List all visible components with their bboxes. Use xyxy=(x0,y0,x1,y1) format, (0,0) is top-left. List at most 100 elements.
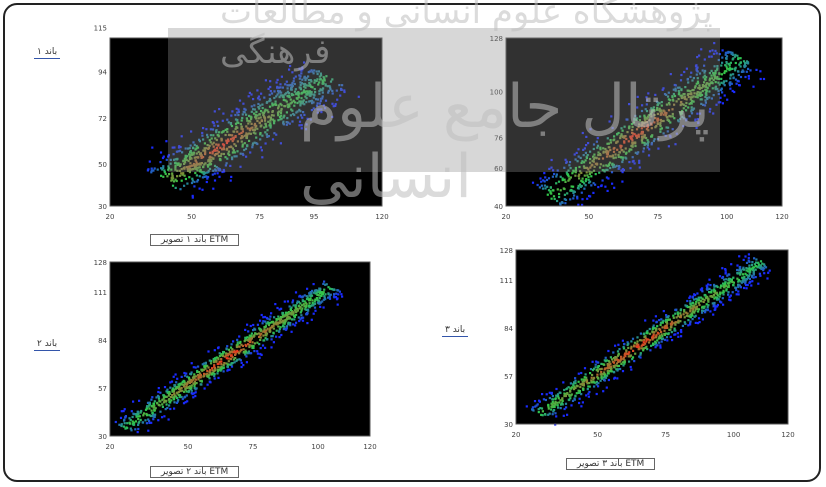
data-point xyxy=(550,391,553,394)
data-point xyxy=(114,420,117,424)
data-point xyxy=(132,400,135,403)
data-point xyxy=(259,138,262,141)
data-point xyxy=(270,92,274,95)
data-point xyxy=(632,142,635,145)
data-point xyxy=(646,139,649,142)
data-point xyxy=(302,82,305,86)
data-point xyxy=(581,387,585,390)
data-point xyxy=(240,127,243,130)
data-point xyxy=(701,84,704,87)
data-point xyxy=(260,149,263,152)
data-point xyxy=(671,321,674,324)
data-point xyxy=(580,184,583,188)
data-point xyxy=(321,292,324,296)
data-point xyxy=(146,405,149,408)
data-point xyxy=(729,51,732,54)
data-point xyxy=(174,186,177,189)
data-point xyxy=(742,277,745,280)
data-point xyxy=(203,175,206,178)
data-point xyxy=(624,135,627,138)
data-point xyxy=(173,146,176,149)
data-point xyxy=(654,315,657,318)
data-point xyxy=(720,77,723,80)
data-point xyxy=(215,356,218,359)
data-point xyxy=(304,79,307,82)
data-point xyxy=(304,76,307,79)
data-point xyxy=(319,88,322,91)
data-point xyxy=(229,138,233,141)
data-point xyxy=(634,352,637,355)
data-point xyxy=(131,415,134,419)
data-point xyxy=(694,85,697,88)
data-point xyxy=(725,288,728,291)
data-point xyxy=(600,376,603,379)
data-point xyxy=(249,339,252,342)
data-point xyxy=(167,418,170,421)
data-point xyxy=(264,337,267,340)
data-point xyxy=(643,136,646,139)
data-point xyxy=(269,122,272,125)
data-point xyxy=(687,81,690,84)
data-point xyxy=(212,357,215,361)
data-point xyxy=(658,334,661,337)
data-point xyxy=(617,343,620,346)
data-point xyxy=(206,383,209,386)
data-point xyxy=(225,354,228,357)
data-point xyxy=(237,113,240,117)
data-point xyxy=(702,85,705,88)
data-point xyxy=(577,380,580,383)
data-point xyxy=(243,148,246,152)
data-point xyxy=(215,131,218,134)
data-point xyxy=(734,69,737,72)
data-point xyxy=(589,180,592,183)
data-point xyxy=(724,272,727,275)
data-point xyxy=(274,303,277,306)
data-point xyxy=(190,389,193,392)
data-point xyxy=(260,332,263,335)
data-point xyxy=(675,100,678,103)
data-point xyxy=(235,345,238,349)
data-point xyxy=(258,335,261,338)
data-point xyxy=(180,168,183,171)
data-point xyxy=(197,376,200,379)
data-point xyxy=(195,174,198,177)
data-point xyxy=(547,404,550,407)
data-point xyxy=(708,278,711,281)
data-point xyxy=(209,128,212,131)
data-point xyxy=(550,166,553,169)
data-point xyxy=(227,150,230,153)
data-point xyxy=(696,80,699,83)
data-point xyxy=(234,353,237,356)
data-point xyxy=(251,126,254,129)
data-point xyxy=(222,352,225,355)
data-point xyxy=(325,75,328,78)
data-point xyxy=(680,330,683,334)
data-point xyxy=(234,122,238,125)
data-point xyxy=(240,135,243,138)
data-point xyxy=(596,137,599,140)
data-point xyxy=(642,349,645,352)
data-point xyxy=(278,330,281,333)
data-point xyxy=(234,118,238,121)
data-point xyxy=(219,154,222,158)
data-point xyxy=(616,377,619,380)
data-point xyxy=(646,146,649,149)
data-point xyxy=(292,112,295,116)
data-point xyxy=(316,78,319,81)
data-point xyxy=(316,102,319,105)
data-point xyxy=(187,159,190,163)
data-point xyxy=(313,306,317,309)
data-point xyxy=(751,266,754,269)
data-point xyxy=(606,364,609,367)
data-point xyxy=(201,134,204,137)
data-point xyxy=(201,176,204,179)
data-point xyxy=(680,73,683,77)
data-point xyxy=(646,126,649,129)
data-point xyxy=(335,292,338,295)
data-point xyxy=(175,401,178,404)
data-point xyxy=(203,362,206,365)
data-point xyxy=(703,298,706,302)
data-point xyxy=(139,418,142,421)
data-point xyxy=(564,392,568,396)
data-point xyxy=(275,133,278,136)
